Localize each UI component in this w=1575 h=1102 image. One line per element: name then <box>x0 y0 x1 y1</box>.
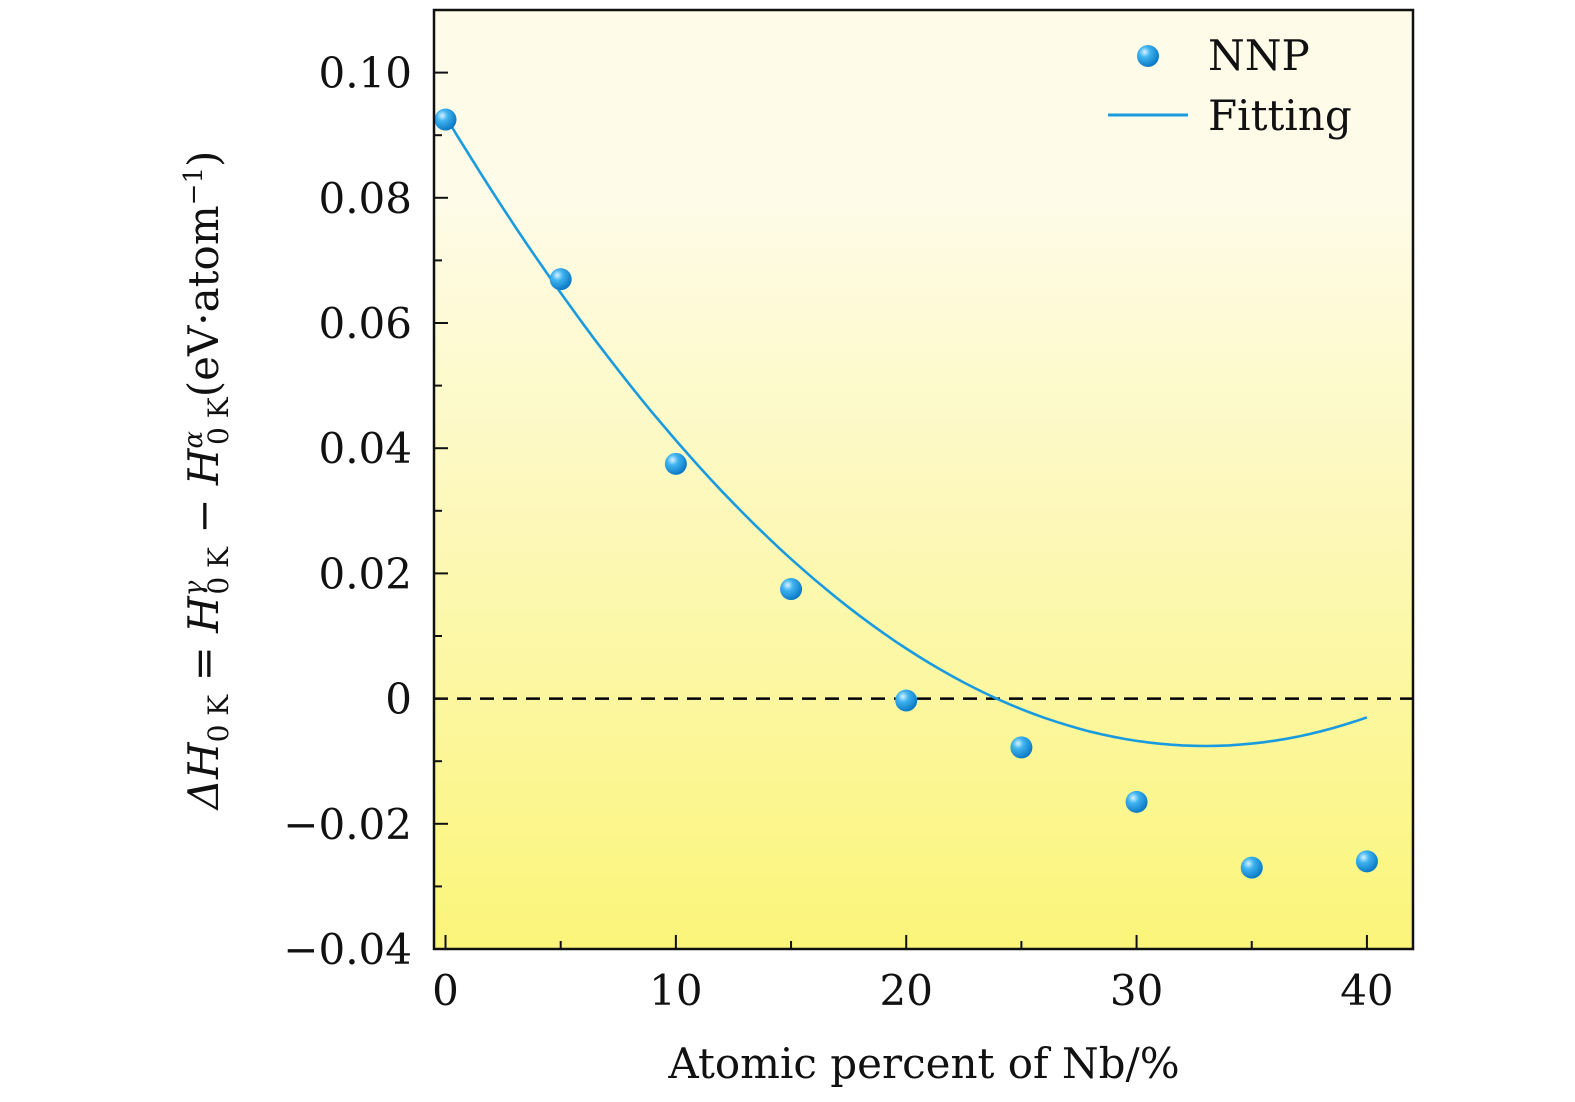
x-tick-label: 40 <box>1340 966 1393 1015</box>
legend: NNP Fitting <box>1108 31 1352 140</box>
legend-marker-nnp <box>1137 45 1159 67</box>
data-point <box>664 452 687 475</box>
y-tick-label: −0.02 <box>283 800 412 849</box>
legend-label-fitting: Fitting <box>1208 91 1352 140</box>
y-tick-label: 0.08 <box>318 174 412 223</box>
data-point <box>780 578 803 601</box>
data-point <box>434 108 457 131</box>
data-point <box>895 689 918 712</box>
y-tick-label: −0.04 <box>283 925 412 974</box>
y-title-close: ) <box>179 151 228 167</box>
x-tick-label: 20 <box>879 966 932 1015</box>
y-title-minus: − <box>179 485 228 547</box>
x-axis-title: Atomic percent of Nb/% <box>667 1039 1179 1088</box>
y-tick-label: 0.06 <box>318 299 412 348</box>
data-point <box>1010 736 1033 759</box>
y-title-h-gamma: H <box>179 595 228 634</box>
y-title-sub-3: 0 K <box>202 396 235 445</box>
data-point <box>549 268 572 291</box>
x-tick-label: 0 <box>432 966 459 1015</box>
y-tick-label: 0.10 <box>318 49 412 98</box>
y-title-sub-2: 0 K <box>202 546 235 595</box>
data-point <box>1355 850 1378 873</box>
y-title-sup-gamma: γ <box>179 580 209 596</box>
x-tick-label: 30 <box>1110 966 1163 1015</box>
y-tick-label: 0.04 <box>318 424 412 473</box>
x-tick-label: 10 <box>649 966 702 1015</box>
y-title-sup-alpha: α <box>179 430 209 448</box>
y-axis-title: ΔH0 K = Hγ0 K − Hα0 K(eV·atom−1) <box>179 151 235 812</box>
y-title-eq: = <box>179 633 228 695</box>
y-tick-label: 0 <box>385 675 412 724</box>
tick-labels: 0 10 20 30 40 −0.04 −0.02 0 0.02 0.04 0.06 0.08 0.10 <box>283 49 1393 1015</box>
data-point <box>1125 790 1148 813</box>
y-title-delta-h: ΔH <box>179 741 228 811</box>
plot-background <box>434 10 1413 949</box>
plot-frame <box>432 8 1415 951</box>
series-line-fitting <box>444 115 1368 748</box>
y-tick-label: 0.02 <box>318 549 412 598</box>
y-title-unit-exp: −1 <box>179 167 209 205</box>
y-title-sub-1: 0 K <box>202 694 235 743</box>
data-point <box>1240 856 1263 879</box>
y-title-unit: (eV·atom <box>179 205 228 397</box>
y-title-h-alpha: H <box>179 447 228 486</box>
svg-text:ΔH0 K = Hγ0 K − Hα0 K(eV·atom−: ΔH0 K = Hγ0 K − Hα0 K(eV·atom−1) <box>179 151 235 812</box>
legend-label-nnp: NNP <box>1208 31 1310 80</box>
series-points-nnp <box>434 108 1378 879</box>
